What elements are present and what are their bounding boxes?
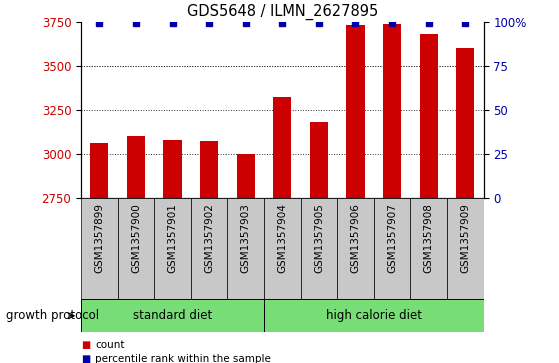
Text: high calorie diet: high calorie diet: [326, 309, 422, 322]
Text: count: count: [95, 340, 125, 350]
Text: GSM1357907: GSM1357907: [387, 203, 397, 273]
Text: standard diet: standard diet: [133, 309, 212, 322]
Bar: [347, 25, 364, 198]
Bar: [81, 299, 264, 332]
Bar: [310, 122, 328, 198]
Text: growth protocol: growth protocol: [6, 309, 99, 322]
Text: GSM1357908: GSM1357908: [424, 203, 434, 273]
Bar: [374, 198, 410, 299]
Title: GDS5648 / ILMN_2627895: GDS5648 / ILMN_2627895: [187, 4, 378, 20]
Text: GSM1357899: GSM1357899: [94, 203, 105, 273]
Text: percentile rank within the sample: percentile rank within the sample: [95, 354, 271, 363]
Bar: [200, 142, 218, 198]
Bar: [117, 198, 154, 299]
Bar: [264, 198, 301, 299]
Bar: [410, 198, 447, 299]
Bar: [456, 48, 475, 198]
Bar: [90, 143, 108, 198]
Bar: [163, 140, 182, 198]
Bar: [191, 198, 228, 299]
Text: GSM1357901: GSM1357901: [168, 203, 178, 273]
Bar: [264, 299, 484, 332]
Bar: [301, 198, 337, 299]
Bar: [419, 34, 438, 198]
Bar: [383, 24, 401, 198]
Text: ■: ■: [81, 340, 91, 350]
Text: GSM1357902: GSM1357902: [204, 203, 214, 273]
Bar: [81, 198, 117, 299]
Bar: [228, 198, 264, 299]
Bar: [154, 198, 191, 299]
Bar: [127, 136, 145, 198]
Text: GSM1357905: GSM1357905: [314, 203, 324, 273]
Bar: [447, 198, 484, 299]
Bar: [337, 198, 374, 299]
Bar: [273, 98, 291, 198]
Text: GSM1357900: GSM1357900: [131, 203, 141, 273]
Text: GSM1357903: GSM1357903: [241, 203, 250, 273]
Bar: [236, 154, 255, 198]
Text: GSM1357904: GSM1357904: [277, 203, 287, 273]
Text: GSM1357906: GSM1357906: [350, 203, 361, 273]
Text: GSM1357909: GSM1357909: [460, 203, 470, 273]
Text: ■: ■: [81, 354, 91, 363]
